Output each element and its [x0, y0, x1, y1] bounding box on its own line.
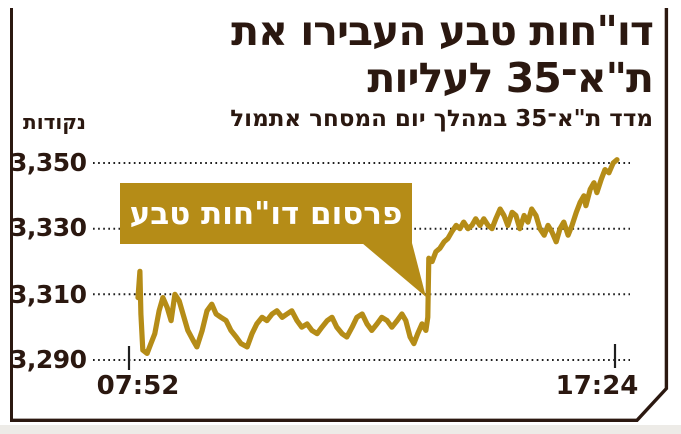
- title-line-1: דו"חות טבע העבירו את: [231, 7, 654, 55]
- frame-bottom-right-border: [10, 8, 669, 422]
- x-tick-label-start: 07:52: [96, 371, 180, 401]
- y-tick-label-3330: 3,330: [10, 213, 87, 242]
- page-title: דו"חות טבע העבירו את ת"א־35 לעליות: [231, 7, 654, 102]
- x-tick-label-end: 17:24: [555, 371, 639, 401]
- index-line-series: [135, 157, 620, 356]
- page-background-strip: [0, 425, 681, 434]
- chart-subtitle: מדד ת"א־35 במהלך יום המסחר אתמול: [230, 106, 653, 132]
- y-tick-label-3290: 3,290: [10, 345, 87, 374]
- annotation-box: [120, 183, 412, 244]
- y-tick-label-3310: 3,310: [10, 280, 87, 309]
- title-line-2: ת"א־35 לעליות: [367, 54, 654, 102]
- y-axis-unit-label: נקודות: [23, 110, 86, 134]
- annotation-arrow: [362, 243, 426, 297]
- annotation-callout: [120, 183, 426, 297]
- y-tick-label-3350: 3,350: [10, 148, 87, 177]
